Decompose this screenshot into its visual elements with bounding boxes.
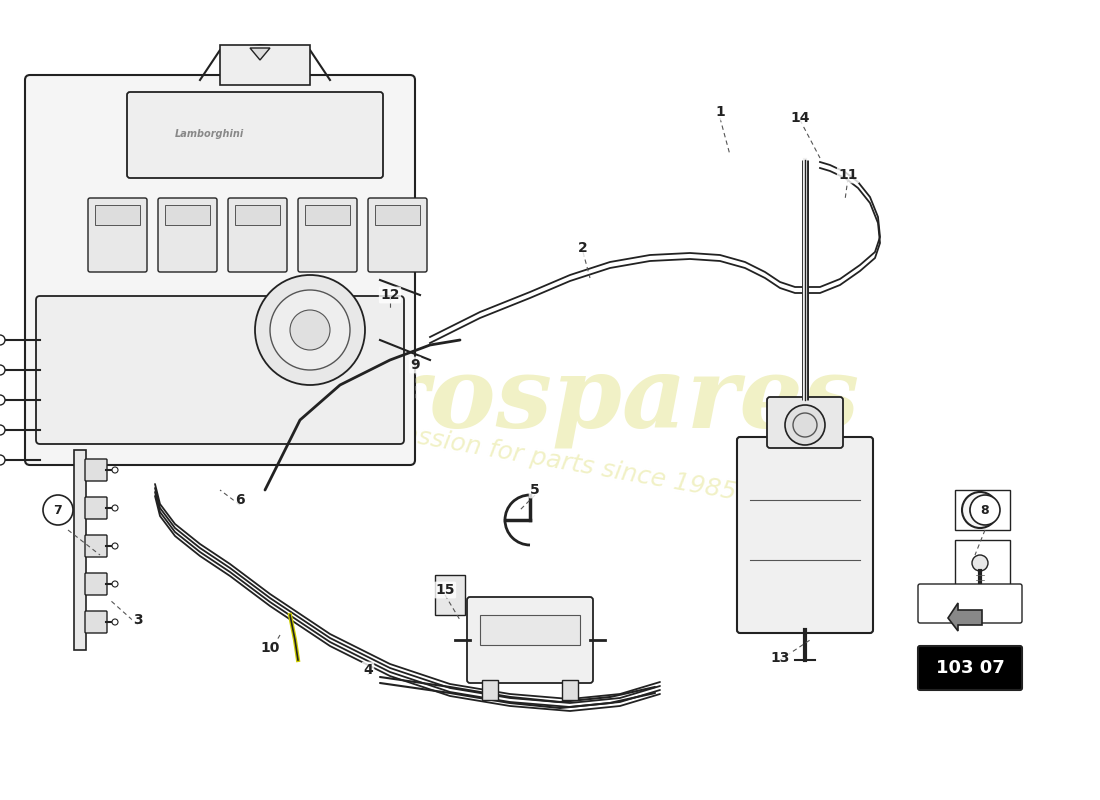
Text: 14: 14 xyxy=(790,111,810,125)
Circle shape xyxy=(270,290,350,370)
Circle shape xyxy=(112,543,118,549)
FancyBboxPatch shape xyxy=(767,397,843,448)
Text: eurospares: eurospares xyxy=(241,352,859,448)
FancyBboxPatch shape xyxy=(36,296,404,444)
Polygon shape xyxy=(948,603,982,631)
FancyBboxPatch shape xyxy=(298,198,358,272)
Text: 4: 4 xyxy=(363,663,373,677)
Text: 13: 13 xyxy=(770,651,790,665)
Circle shape xyxy=(290,310,330,350)
Text: 8: 8 xyxy=(981,503,989,517)
Circle shape xyxy=(112,467,118,473)
Bar xyxy=(955,490,1010,530)
Text: 11: 11 xyxy=(838,168,858,182)
FancyBboxPatch shape xyxy=(25,75,415,465)
Text: 5: 5 xyxy=(530,483,540,497)
Bar xyxy=(305,205,350,225)
Bar xyxy=(95,205,140,225)
Text: 12: 12 xyxy=(381,288,399,302)
Circle shape xyxy=(970,500,990,520)
Circle shape xyxy=(0,425,6,435)
Circle shape xyxy=(962,492,998,528)
Text: 10: 10 xyxy=(261,641,279,655)
Circle shape xyxy=(0,455,6,465)
FancyBboxPatch shape xyxy=(85,497,107,519)
Text: 103 07: 103 07 xyxy=(936,659,1004,677)
FancyBboxPatch shape xyxy=(126,92,383,178)
Text: a passion for parts since 1985: a passion for parts since 1985 xyxy=(362,415,738,505)
Text: 15: 15 xyxy=(436,583,454,597)
Text: 3: 3 xyxy=(133,613,143,627)
FancyBboxPatch shape xyxy=(85,573,107,595)
Bar xyxy=(562,680,578,700)
FancyBboxPatch shape xyxy=(918,646,1022,690)
Circle shape xyxy=(112,581,118,587)
Circle shape xyxy=(0,365,6,375)
FancyBboxPatch shape xyxy=(85,611,107,633)
FancyBboxPatch shape xyxy=(228,198,287,272)
Text: 9: 9 xyxy=(410,358,420,372)
FancyBboxPatch shape xyxy=(737,437,873,633)
Circle shape xyxy=(112,619,118,625)
Circle shape xyxy=(0,335,6,345)
FancyBboxPatch shape xyxy=(88,198,147,272)
Circle shape xyxy=(43,495,73,525)
Circle shape xyxy=(970,495,1000,525)
FancyBboxPatch shape xyxy=(85,459,107,481)
Bar xyxy=(235,205,280,225)
Circle shape xyxy=(793,413,817,437)
FancyBboxPatch shape xyxy=(85,535,107,557)
FancyBboxPatch shape xyxy=(158,198,217,272)
Bar xyxy=(482,680,498,700)
Text: 1: 1 xyxy=(715,105,725,119)
Circle shape xyxy=(972,555,988,571)
Text: Lamborghini: Lamborghini xyxy=(175,129,244,139)
FancyBboxPatch shape xyxy=(918,584,1022,623)
Text: 6: 6 xyxy=(235,493,245,507)
Bar xyxy=(480,615,580,645)
Text: 2: 2 xyxy=(579,241,587,255)
Bar xyxy=(74,450,86,650)
Text: 7: 7 xyxy=(54,503,63,517)
FancyBboxPatch shape xyxy=(468,597,593,683)
FancyBboxPatch shape xyxy=(368,198,427,272)
Bar xyxy=(165,205,210,225)
Circle shape xyxy=(0,395,6,405)
Bar xyxy=(955,540,1010,610)
Bar xyxy=(220,45,310,85)
Polygon shape xyxy=(250,48,270,60)
Circle shape xyxy=(255,275,365,385)
Circle shape xyxy=(785,405,825,445)
Bar xyxy=(434,575,465,615)
Circle shape xyxy=(112,505,118,511)
Bar xyxy=(375,205,420,225)
